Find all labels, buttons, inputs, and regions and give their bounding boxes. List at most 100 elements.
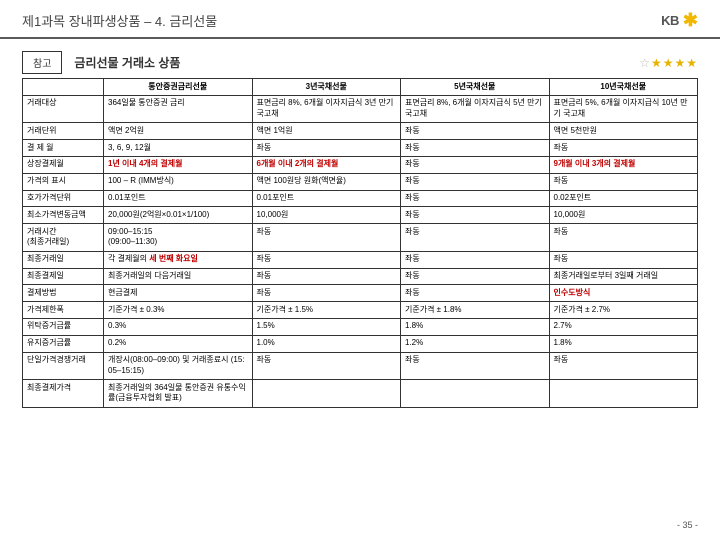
row-header: 위탁증거금률 — [23, 318, 104, 335]
star-filled-icon: ★★★★ — [651, 56, 698, 70]
row-header: 최종결제가격 — [23, 380, 104, 408]
table-cell: 기준가격 ± 2.7% — [549, 302, 698, 319]
table-cell: 표면금리 5%, 6개월 이자지급식 10년 만기 국고채 — [549, 95, 698, 123]
row-header: 호가가격단위 — [23, 190, 104, 207]
table-cell: 최종거래일로부터 3일째 거래일 — [549, 268, 698, 285]
table-row: 결 제 월3, 6, 9, 12월좌동좌동좌동 — [23, 140, 698, 157]
table-cell: 좌동 — [252, 352, 401, 380]
difficulty-stars: ☆★★★★ — [639, 56, 698, 70]
column-header: 5년국채선물 — [401, 79, 550, 96]
table-cell: 0.2% — [104, 335, 253, 352]
table-cell: 좌동 — [401, 224, 550, 252]
table-cell: 좌동 — [401, 156, 550, 173]
table-cell: 좌동 — [401, 251, 550, 268]
table-cell: 각 결제월의 세 번째 화요일 — [104, 251, 253, 268]
page-header: 제1과목 장내파생상품 – 4. 금리선물 KB ✱ — [0, 0, 720, 39]
table-cell — [549, 380, 698, 408]
row-header: 가격의 표시 — [23, 173, 104, 190]
table-cell: 3, 6, 9, 12월 — [104, 140, 253, 157]
chapter-title: 제1과목 장내파생상품 – 4. 금리선물 — [22, 11, 217, 30]
table-row: 가격의 표시100 – R (IMM방식)액면 100원당 원화(액면율)좌동좌… — [23, 173, 698, 190]
table-cell: 액면 5천만원 — [549, 123, 698, 140]
table-cell: 좌동 — [401, 190, 550, 207]
table-container: 통안증권금리선물3년국채선물5년국채선물10년국채선물 거래대상364일물 통안… — [0, 78, 720, 408]
table-cell: 액면 100원당 원화(액면율) — [252, 173, 401, 190]
table-head: 통안증권금리선물3년국채선물5년국채선물10년국채선물 — [23, 79, 698, 96]
table-cell: 현금결제 — [104, 285, 253, 302]
row-header: 상장결제월 — [23, 156, 104, 173]
table-cell — [401, 380, 550, 408]
table-cell: 좌동 — [252, 140, 401, 157]
table-row: 단일가격경쟁거래개장시(08:00–09:00) 및 거래종료시 (15:05–… — [23, 352, 698, 380]
table-cell: 좌동 — [401, 207, 550, 224]
table-row: 최종결제가격최종거래일의 364일물 통안증권 유통수익률(금융투자협회 발표) — [23, 380, 698, 408]
table-cell: 6개월 이내 2개의 결제월 — [252, 156, 401, 173]
row-header: 거래시간 (최종거래일) — [23, 224, 104, 252]
table-row: 유지증거금률0.2%1.0%1.2%1.8% — [23, 335, 698, 352]
table-cell: 10,000원 — [549, 207, 698, 224]
table-cell: 액면 2억원 — [104, 123, 253, 140]
column-header: 통안증권금리선물 — [104, 79, 253, 96]
table-row: 결제방법현금결제좌동좌동인수도방식 — [23, 285, 698, 302]
row-header: 최종거래일 — [23, 251, 104, 268]
page-number: - 35 - — [677, 520, 698, 530]
row-header: 결 제 월 — [23, 140, 104, 157]
table-cell: 좌동 — [549, 140, 698, 157]
table-row: 최종결제일최종거래일의 다음거래일좌동좌동최종거래일로부터 3일째 거래일 — [23, 268, 698, 285]
table-body: 거래대상364일물 통안증권 금리표면금리 8%, 6개월 이자지급식 3년 만… — [23, 95, 698, 407]
table-cell: 기준가격 ± 0.3% — [104, 302, 253, 319]
table-cell: 9개월 이내 3개의 결제월 — [549, 156, 698, 173]
table-cell: 2.7% — [549, 318, 698, 335]
reference-tag: 참고 — [22, 51, 62, 74]
table-cell: 좌동 — [401, 285, 550, 302]
row-header: 가격제한폭 — [23, 302, 104, 319]
table-cell: 좌동 — [401, 268, 550, 285]
column-header: 3년국채선물 — [252, 79, 401, 96]
table-cell: 좌동 — [401, 352, 550, 380]
table-cell: 좌동 — [252, 251, 401, 268]
table-row: 상장결제월1년 이내 4개의 결제월6개월 이내 2개의 결제월좌동9개월 이내… — [23, 156, 698, 173]
table-cell: 1.8% — [549, 335, 698, 352]
table-cell: 기준가격 ± 1.5% — [252, 302, 401, 319]
table-cell: 0.02포인트 — [549, 190, 698, 207]
table-cell: 표면금리 8%, 6개월 이자지급식 3년 만기 국고채 — [252, 95, 401, 123]
row-header: 최종결제일 — [23, 268, 104, 285]
futures-comparison-table: 통안증권금리선물3년국채선물5년국채선물10년국채선물 거래대상364일물 통안… — [22, 78, 698, 408]
section-title: 금리선물 거래소 상품 — [74, 54, 180, 71]
table-cell: 1.0% — [252, 335, 401, 352]
table-row: 가격제한폭기준가격 ± 0.3%기준가격 ± 1.5%기준가격 ± 1.8%기준… — [23, 302, 698, 319]
table-cell: 좌동 — [252, 268, 401, 285]
table-cell: 1.5% — [252, 318, 401, 335]
table-cell: 좌동 — [549, 173, 698, 190]
row-header: 결제방법 — [23, 285, 104, 302]
table-cell: 인수도방식 — [549, 285, 698, 302]
table-cell: 0.01포인트 — [252, 190, 401, 207]
table-row: 최종거래일각 결제월의 세 번째 화요일좌동좌동좌동 — [23, 251, 698, 268]
table-cell: 좌동 — [549, 352, 698, 380]
row-header: 거래단위 — [23, 123, 104, 140]
row-header: 최소가격변동금액 — [23, 207, 104, 224]
row-header: 거래대상 — [23, 95, 104, 123]
table-cell: 1.8% — [401, 318, 550, 335]
table-cell: 100 – R (IMM방식) — [104, 173, 253, 190]
table-row: 거래대상364일물 통안증권 금리표면금리 8%, 6개월 이자지급식 3년 만… — [23, 95, 698, 123]
table-cell: 좌동 — [549, 224, 698, 252]
table-cell: 좌동 — [549, 251, 698, 268]
table-cell: 좌동 — [401, 173, 550, 190]
section-header-left: 참고 금리선물 거래소 상품 — [22, 51, 180, 74]
row-header: 유지증거금률 — [23, 335, 104, 352]
table-cell: 20,000원(2억원×0.01×1/100) — [104, 207, 253, 224]
table-row: 위탁증거금률0.3%1.5%1.8%2.7% — [23, 318, 698, 335]
table-cell: 액면 1억원 — [252, 123, 401, 140]
row-header: 단일가격경쟁거래 — [23, 352, 104, 380]
table-cell: 364일물 통안증권 금리 — [104, 95, 253, 123]
star-icon: ✱ — [683, 10, 698, 31]
table-row: 거래시간 (최종거래일)09:00–15:15 (09:00–11:30) 좌동좌… — [23, 224, 698, 252]
logo-text: KB — [661, 13, 679, 28]
star-empty-icon: ☆ — [639, 56, 651, 70]
table-cell: 09:00–15:15 (09:00–11:30) — [104, 224, 253, 252]
table-cell: 1년 이내 4개의 결제월 — [104, 156, 253, 173]
table-cell: 개장시(08:00–09:00) 및 거래종료시 (15:05–15:15) — [104, 352, 253, 380]
table-row: 거래단위액면 2억원액면 1억원좌동액면 5천만원 — [23, 123, 698, 140]
table-cell: 최종거래일의 364일물 통안증권 유통수익률(금융투자협회 발표) — [104, 380, 253, 408]
